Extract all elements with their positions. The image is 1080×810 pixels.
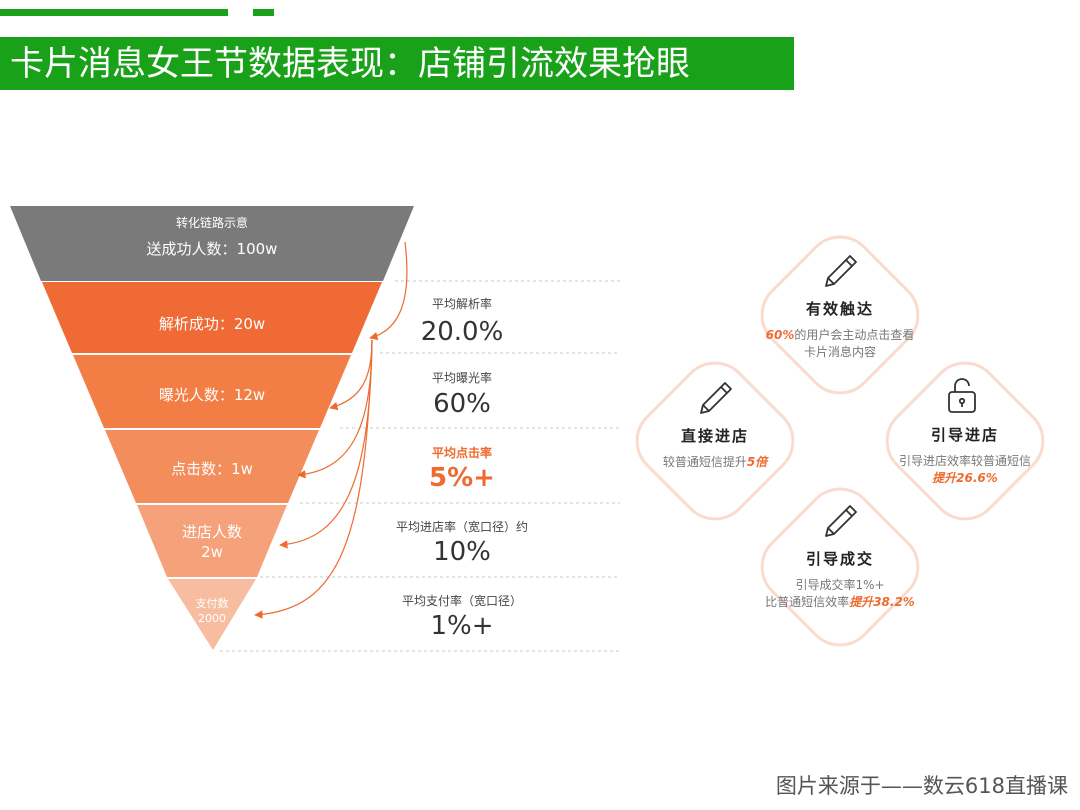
rate-value-1: 20.0% [421,317,504,347]
card-shape-guide-deal [760,487,920,647]
funnel-segment-3 [105,430,319,503]
funnel-stage-label-4: 进店人数 [182,523,242,541]
rate-label-4: 平均进店率（宽口径）约 [396,519,528,534]
top-accent-bar-short [253,9,274,16]
funnel-segment-1 [42,282,382,353]
card-shape-guide-store [885,361,1045,521]
rate-label-5: 平均支付率（宽口径） [402,593,522,608]
funnel-stage-label-5: 支付数 [196,597,229,610]
pencil-icon [700,382,732,414]
desc-line-1: 较普通短信提升 [662,455,747,469]
rate-label-1: 平均解析率 [432,296,492,311]
card-direct-store: 直接进店 较普通短信提升5倍 [620,425,810,471]
funnel-segment-5 [168,579,256,650]
image-source-caption: 图片来源于——数云618直播课 [775,774,1068,798]
funnel-top-label: 转化链路示意 [176,215,248,230]
funnel-stage-label-1: 解析成功：20w [159,315,265,333]
page-title: 卡片消息女王节数据表现：店铺引流效果抢眼 [10,44,690,84]
desc-line-1: 引导成交率1%+ [795,578,885,592]
funnel-segment-4 [137,505,287,577]
card-shape-effective-reach [760,235,920,395]
rate-label-2: 平均曝光率 [432,370,492,385]
rate-value-5: 1%+ [430,611,493,641]
card-description: 引导进店效率较普通短信 提升26.6% [870,453,1060,487]
rate-value-2: 60% [433,389,491,419]
card-title: 引导成交 [805,550,874,568]
card-description: 引导成交率1%+ 比普通短信效率提升38.2% [745,577,935,611]
highlight-value: 提升26.6% [932,471,998,485]
funnel-top-value: 送成功人数：100w [147,240,278,258]
lock-icon [948,378,976,413]
card-guide-deal: 引导成交 引导成交率1%+ 比普通短信效率提升38.2% [745,548,935,611]
card-guide-store: 引导进店 引导进店效率较普通短信 提升26.6% [870,424,1060,487]
rate-value-3: 5%+ [429,463,495,493]
funnel-segment-2 [73,355,351,428]
funnel-segment-top [10,206,414,281]
desc-line-1: 引导进店效率较普通短信 [898,454,1031,468]
pencil-icon [825,505,857,537]
funnel-stage-value-5: 2000 [198,612,226,625]
arrow-curve-1 [369,241,408,341]
card-title: 引导进店 [930,426,999,444]
funnel-stage-label-3: 点击数：1w [171,460,253,478]
arrow-curve-5 [254,339,373,619]
card-title: 有效触达 [805,300,874,318]
rate-label-3: 平均点击率 [432,445,492,460]
desc-line-2: 卡片消息内容 [803,345,876,359]
funnel-stage-label-2: 曝光人数：12w [159,386,265,404]
card-title: 直接进店 [680,427,749,445]
card-shape-direct-store [635,361,795,521]
desc-line-2: 比普通短信效率 [765,595,850,609]
desc-line-1: 的用户会主动点击查看 [794,328,915,342]
card-description: 较普通短信提升5倍 [620,454,810,471]
card-effective-reach: 有效触达 60%的用户会主动点击查看 卡片消息内容 [745,298,935,361]
funnel-stage-value-4: 2w [201,543,223,561]
highlight-value: 5倍 [746,455,768,469]
highlight-value: 提升38.2% [849,595,915,609]
pencil-icon [825,255,857,287]
highlight-value: 60% [765,328,795,342]
card-description: 60%的用户会主动点击查看 卡片消息内容 [745,327,935,361]
top-accent-bar-long [0,9,228,16]
rate-value-4: 10% [433,537,491,567]
title-banner: 卡片消息女王节数据表现：店铺引流效果抢眼 [0,37,794,90]
